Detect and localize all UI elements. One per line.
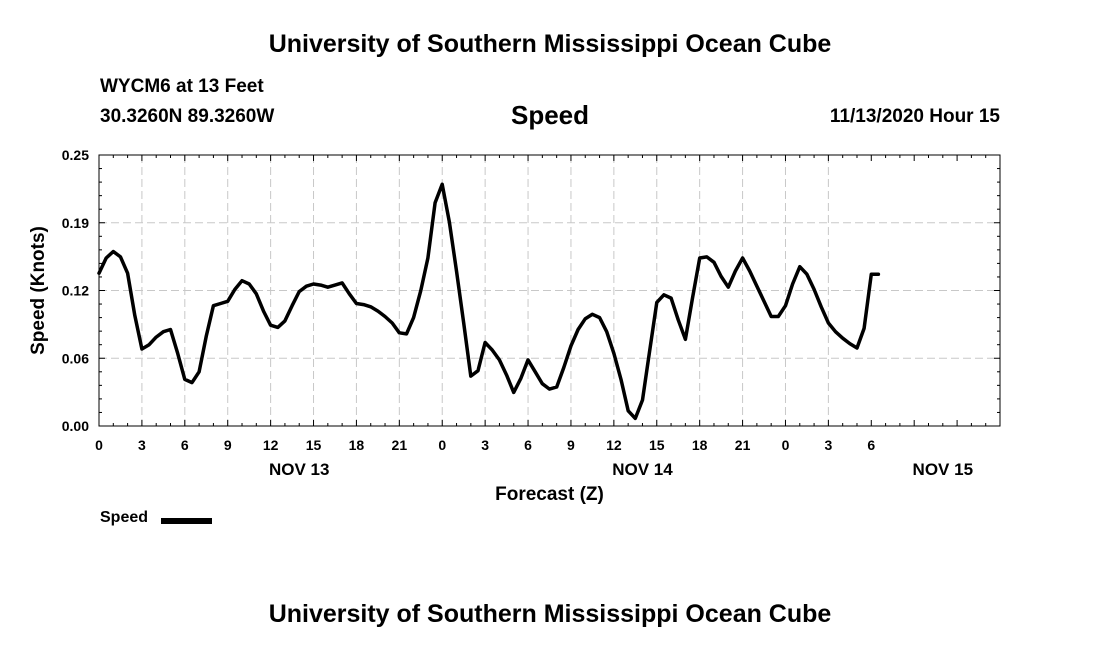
chart-title-bottom: University of Southern Mississippi Ocean… [268,600,832,628]
x-tick-label: 3 [138,437,146,453]
y-axis-title: Speed (Knots) [28,226,49,355]
x-tick-label: 21 [735,437,751,453]
forecast-timestamp: 11/13/2020 Hour 15 [829,106,1000,127]
x-tick-label: 15 [649,437,665,453]
date-label: NOV 15 [913,460,973,479]
x-tick-label: 6 [524,437,532,453]
y-tick-label: 0.00 [62,418,89,434]
x-tick-label: 9 [567,437,575,453]
y-tick-label: 0.25 [62,147,89,163]
x-axis-title: Forecast (Z) [495,484,604,505]
date-label: NOV 14 [612,460,673,479]
x-tick-label: 21 [392,437,408,453]
legend-label: Speed [100,509,149,526]
legend-swatch [161,518,212,524]
x-tick-label: 9 [224,437,232,453]
date-label: NOV 13 [269,460,329,479]
x-tick-label: 18 [692,437,708,453]
x-tick-label: 6 [181,437,189,453]
x-tick-label: 3 [824,437,832,453]
y-tick-label: 0.12 [62,283,89,299]
y-tick-label: 0.06 [62,350,89,366]
x-tick-label: 0 [438,437,446,453]
series-line-speed [97,182,881,421]
station-coordinates: 30.3260N 89.3260W [100,106,275,127]
x-tick-label: 3 [481,437,489,453]
x-tick-label: 0 [782,437,790,453]
x-tick-label: 0 [95,437,103,453]
x-tick-label: 15 [306,437,322,453]
y-tick-label: 0.19 [62,215,89,231]
x-tick-label: 12 [263,437,279,453]
x-tick-label: 12 [606,437,622,453]
x-tick-label: 18 [349,437,365,453]
station-label: WYCM6 at 13 Feet [100,76,264,97]
x-tick-label: 6 [867,437,875,453]
chart-title-top: University of Southern Mississippi Ocean… [268,30,832,58]
chart-subtitle: Speed [510,100,590,130]
